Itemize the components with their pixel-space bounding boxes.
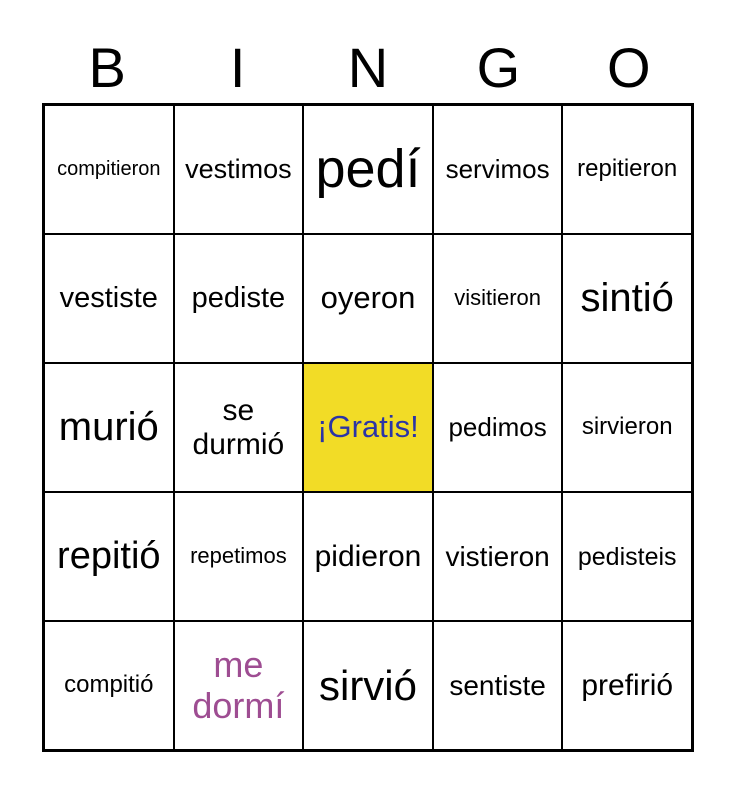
bingo-cell[interactable]: sirvió [303, 621, 433, 750]
bingo-cell[interactable]: servimos [432, 105, 563, 234]
bingo-cell[interactable]: pedimos [432, 363, 563, 492]
title-letter-b: B [88, 36, 126, 99]
bingo-cell[interactable]: vestiste [44, 234, 174, 363]
title-letter-i: I [229, 36, 246, 99]
bingo-cell[interactable]: compitió [44, 621, 174, 750]
title-letter-o: O [607, 36, 651, 99]
bingo-cell[interactable]: visitieron [432, 234, 563, 363]
bingo-cell[interactable]: repetimos [173, 492, 304, 621]
bingo-cell[interactable]: pedisteis [562, 492, 692, 621]
bingo-cell[interactable]: vestimos [173, 105, 304, 234]
bingo-cell[interactable]: pidieron [303, 492, 433, 621]
bingo-cell[interactable]: prefirió [562, 621, 692, 750]
bingo-cell[interactable]: pedí [303, 105, 433, 234]
bingo-cell[interactable]: compitieron [44, 105, 174, 234]
bingo-cell[interactable]: vistieron [432, 492, 563, 621]
bingo-cell[interactable]: sirvieron [562, 363, 692, 492]
bingo-cell[interactable]: sintió [562, 234, 692, 363]
bingo-card-page: B I N G O compitieron vestimos pedí serv… [0, 36, 736, 800]
bingo-cell[interactable]: sentiste [432, 621, 563, 750]
title-letter-n: N [347, 36, 389, 99]
bingo-cell[interactable]: oyeron [303, 234, 433, 363]
bingo-cell[interactable]: murió [44, 363, 174, 492]
bingo-cell[interactable]: repitieron [562, 105, 692, 234]
bingo-cell[interactable]: me dormí [173, 621, 304, 750]
bingo-title: B I N G O [42, 36, 694, 96]
free-space-cell[interactable]: ¡Gratis! [303, 363, 433, 492]
bingo-board: compitieron vestimos pedí servimos repit… [42, 103, 694, 752]
bingo-cell[interactable]: se durmió [173, 363, 304, 492]
bingo-cell[interactable]: repitió [44, 492, 174, 621]
title-letter-g: G [476, 36, 521, 99]
bingo-cell[interactable]: pediste [173, 234, 304, 363]
